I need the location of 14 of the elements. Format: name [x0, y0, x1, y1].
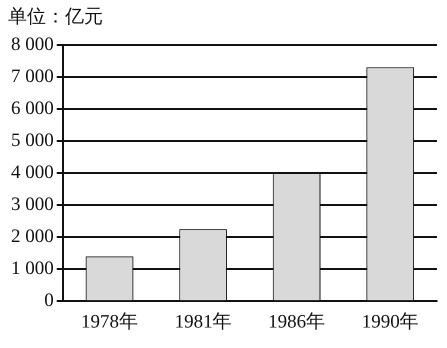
x-tick-label: 1986年 — [268, 312, 326, 333]
x-tick-label: 1990年 — [362, 312, 419, 333]
y-tick-label: 4 000 — [11, 162, 54, 183]
y-tick-label: 8 000 — [11, 34, 54, 55]
y-tick-label: 3 000 — [11, 194, 54, 216]
y-tick-label: 1 000 — [11, 258, 54, 280]
y-tick-label: 5 000 — [11, 130, 54, 151]
chart-title: 单位：亿元 — [8, 6, 103, 28]
x-tick-label: 1981年 — [174, 312, 232, 333]
y-tick-label: 0 — [44, 290, 54, 312]
y-tick-label: 6 000 — [11, 98, 54, 119]
y-tick-label: 7 000 — [11, 66, 54, 87]
y-tick-label: 2 000 — [11, 226, 54, 248]
x-tick-label: 1978年 — [81, 312, 138, 333]
